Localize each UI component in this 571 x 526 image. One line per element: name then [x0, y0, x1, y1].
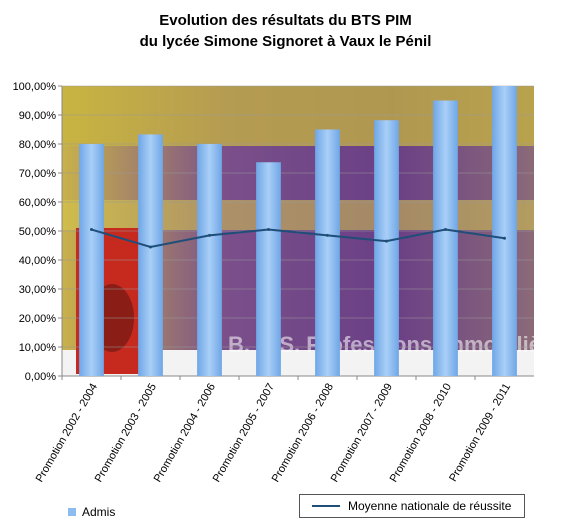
chart-title-line-1: Evolution des résultats du BTS PIM — [159, 12, 412, 29]
legend-label-moyenne: Moyenne nationale de réussite — [348, 499, 512, 513]
y-tick-label: 60,00% — [19, 197, 57, 209]
bar-admis — [138, 134, 163, 376]
bar-admis — [492, 86, 517, 376]
point-moyenne — [503, 236, 506, 240]
y-axis-ticks: 0,00% 10,00% 20,00% 30,00% 40,00% 50,00% 60,00… — [13, 81, 62, 383]
point-moyenne — [149, 245, 152, 249]
y-tick-label: 0,00% — [25, 371, 56, 383]
y-tick-label: 80,00% — [19, 139, 57, 151]
bar-series-admis — [79, 86, 517, 376]
bar-admis — [315, 129, 340, 376]
legend-moyenne: Moyenne nationale de réussite — [299, 494, 525, 518]
point-moyenne — [385, 239, 388, 243]
point-moyenne — [444, 228, 447, 232]
legend-swatch-moyenne — [312, 505, 340, 507]
legend-label-admis: Admis — [82, 505, 116, 519]
y-tick-label: 20,00% — [19, 313, 57, 325]
point-moyenne — [90, 228, 93, 232]
x-tick-label: Promotion 2003 - 2005 — [93, 382, 159, 485]
y-tick-label: 90,00% — [19, 110, 57, 122]
bar-admis — [197, 144, 222, 376]
bar-admis — [433, 100, 458, 376]
x-tick-label: Promotion 2002 - 2004 — [34, 382, 100, 485]
y-tick-label: 10,00% — [19, 342, 57, 354]
point-moyenne — [326, 233, 329, 237]
y-tick-label: 30,00% — [19, 284, 57, 296]
y-tick-label: 100,00% — [13, 81, 57, 93]
line-moyenne — [91, 228, 505, 248]
bar-admis — [256, 162, 281, 376]
x-tick-label: Promotion 2004 - 2006 — [152, 382, 218, 485]
y-tick-label: 70,00% — [19, 168, 57, 180]
legend-swatch-admis — [68, 508, 76, 516]
point-moyenne — [208, 233, 211, 237]
x-tick-label: Promotion 2007 - 2009 — [329, 382, 395, 485]
y-tick-label: 40,00% — [19, 255, 57, 267]
bar-admis — [374, 120, 399, 376]
line-series-moyenne — [90, 228, 506, 249]
x-tick-label: Promotion 2005 - 2007 — [211, 382, 277, 485]
legend-admis: Admis — [68, 505, 115, 519]
x-tick-label: Promotion 2008 - 2010 — [388, 382, 454, 485]
y-tick-label: 50,00% — [19, 226, 57, 238]
bar-admis — [79, 144, 104, 376]
chart-title: Evolution des résultats du BTS PIM du ly… — [0, 10, 571, 52]
chart-title-line-2: du lycée Simone Signoret à Vaux le Pénil — [139, 33, 432, 50]
x-tick-label: Promotion 2009 - 2011 — [447, 382, 513, 484]
x-tick-label: Promotion 2006 - 2008 — [270, 382, 336, 485]
point-moyenne — [267, 228, 270, 232]
